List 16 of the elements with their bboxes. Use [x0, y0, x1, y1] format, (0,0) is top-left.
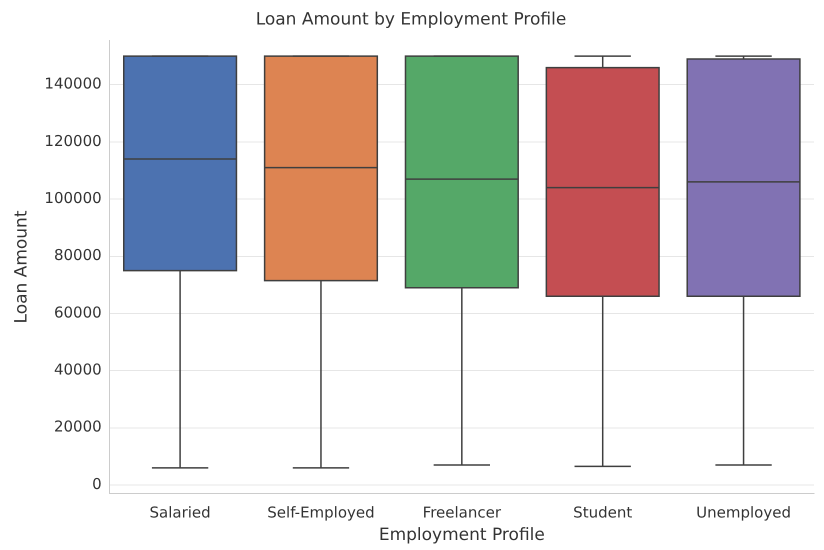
x-tick-label: Student — [573, 503, 632, 522]
y-tick-label: 120000 — [44, 132, 102, 150]
y-tick-label: 80000 — [54, 246, 102, 264]
y-tick-label: 20000 — [54, 418, 102, 436]
y-tick-label: 140000 — [44, 74, 102, 93]
x-tick-label: Self-Employed — [267, 503, 375, 522]
x-tick-label: Unemployed — [696, 503, 791, 522]
y-tick-label: 100000 — [44, 188, 102, 207]
x-axis-title: Employment Profile — [378, 525, 545, 546]
y-tick-label: 0 — [92, 474, 102, 493]
x-tick-label: Freelancer — [422, 503, 502, 522]
y-axis-title: Loan Amount — [12, 210, 32, 324]
x-tick-label: Salaried — [150, 503, 211, 522]
y-tick-label: 40000 — [54, 360, 102, 379]
chart-title: Loan Amount by Employment Profile — [256, 10, 566, 30]
y-tick-label: 60000 — [54, 303, 102, 322]
